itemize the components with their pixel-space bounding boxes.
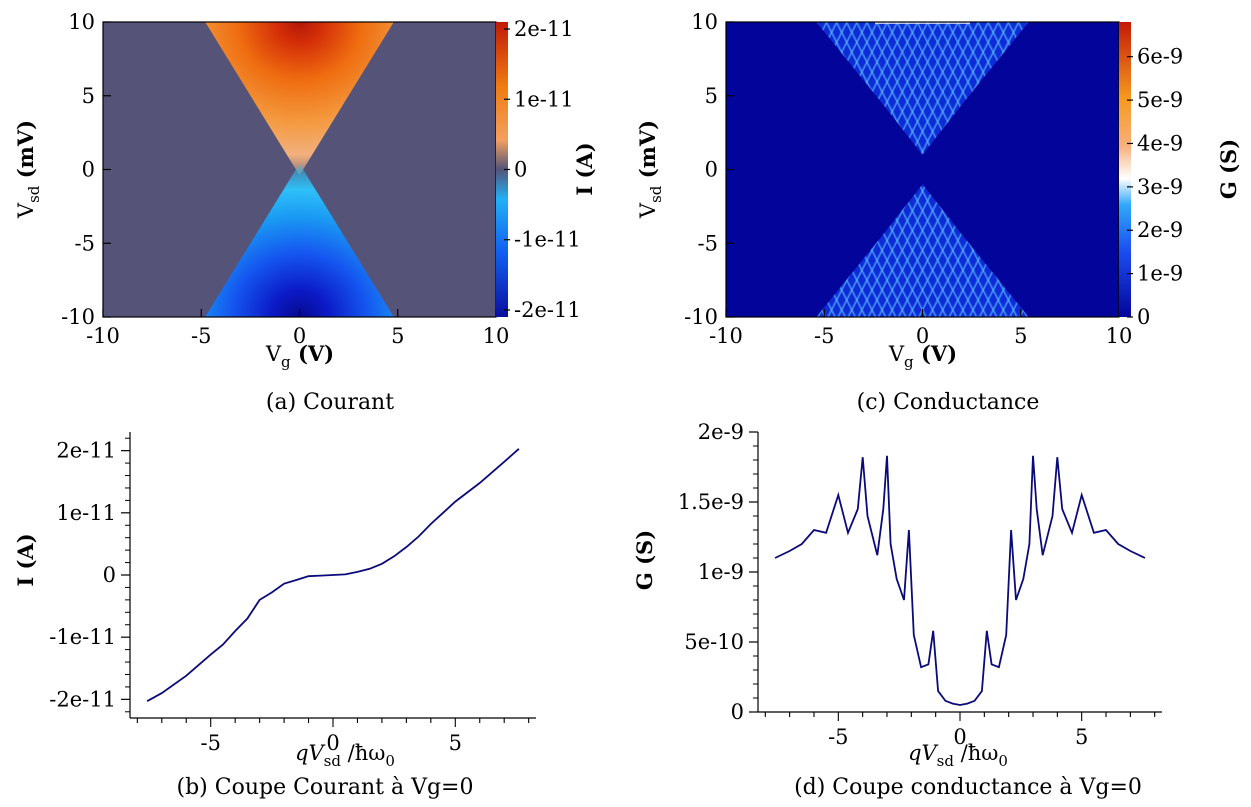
a-x-tick-label: -10 [86,324,120,348]
panel-a-colorbar [496,22,508,317]
panel-a-colorbar-ticks: -2e-11 -1e-11 0 1e-11 2e-11 [504,17,581,322]
a-colorbar-tick-label: -1e-11 [514,228,581,252]
panel-b-y-ticks: -2e-11 -1e-11 0 1e-11 2e-11 [49,437,130,713]
d-x-tick-label: -5 [828,725,848,749]
c-y-tick-label: -5 [698,231,718,255]
c-colorbar-tick-label: 3e-9 [1137,175,1183,199]
c-x-tick-label: 5 [1014,324,1027,348]
a-y-tick-label: -5 [75,231,95,255]
panel-b-xlabel: qVsd /ħω0 [295,741,395,770]
a-x-tick-label: 0 [293,324,306,348]
a-y-tick-label: 0 [82,158,95,182]
panel-b: -5 0 5 -2e-11 -1e-11 0 1e-11 2e-11 I (A) qVsd … [13,432,536,800]
b-y-tick-label: 1e-11 [56,501,116,525]
c-y-tick-label: -10 [684,305,718,329]
b-y-tick-label: -2e-11 [49,687,116,711]
b-y-tick-label: 2e-11 [56,439,116,463]
panel-a-y-ticks: -10 -5 0 5 10 [61,10,111,329]
d-y-tick-label: 1e-9 [698,560,744,584]
panel-b-x-ticks: -5 0 5 [136,718,530,755]
panel-c-xlabel: Vg (V) [888,341,957,371]
panel-a-caption: (a) Courant [266,390,394,415]
a-y-tick-label: 10 [68,10,95,34]
a-colorbar-tick-label: 0 [514,158,527,182]
c-colorbar-tick-label: 4e-9 [1137,131,1183,155]
d-x-tick-label: 0 [953,725,966,749]
panel-b-ylabel: I (A) [13,533,38,586]
b-y-tick-label: 0 [103,563,116,587]
panel-d-series-line [774,455,1146,706]
panel-d-xlabel: qVsd /ħω0 [908,741,1008,770]
panel-a-colorbar-label: I (A) [572,142,597,195]
b-y-tick-label: -1e-11 [49,625,116,649]
b-x-tick-label: 0 [326,731,339,755]
panel-a-ylabel: Vsd (mV) [13,120,43,219]
panel-c-caption: (c) Conductance [857,390,1040,415]
a-x-tick-label: -5 [191,324,211,348]
d-y-tick-label: 1.5e-9 [678,490,744,514]
panel-b-caption: (b) Coupe Courant à Vg=0 [177,775,474,800]
d-y-tick-label: 5e-10 [684,630,744,654]
panel-c-ylabel: Vsd (mV) [635,120,665,219]
a-colorbar-tick-label: 1e-11 [514,87,574,111]
a-colorbar-tick-label: 2e-11 [514,17,574,41]
c-y-tick-label: 0 [705,158,718,182]
d-x-tick-label: 5 [1075,725,1088,749]
c-colorbar-tick-label: 6e-9 [1137,45,1183,69]
c-x-tick-label: 10 [1106,324,1133,348]
b-x-tick-label: -5 [200,731,220,755]
panel-a-xlabel: Vg (V) [265,341,334,371]
panel-b-series-line [146,448,520,702]
a-x-tick-label: 5 [391,324,404,348]
c-x-tick-label: 0 [916,324,929,348]
panel-d-caption: (d) Coupe conductance à Vg=0 [794,775,1142,800]
panel-c-colorbar-label: G (S) [1216,139,1241,199]
panel-d-y-ticks: 0 5e-10 1e-9 1.5e-9 2e-9 [678,420,758,724]
panel-d-ylabel: G (S) [632,530,657,590]
panel-c: -10 -5 0 5 10 -10 -5 0 5 10 0 1e-9 2e-9 3e-9 4e-9 5e-… [635,10,1241,415]
a-colorbar-tick-label: -2e-11 [514,298,581,322]
a-y-tick-label: -10 [61,305,95,329]
c-colorbar-tick-label: 2e-9 [1137,218,1183,242]
c-x-tick-label: -5 [814,324,834,348]
d-y-tick-label: 2e-9 [698,420,744,444]
panel-a-heatmap [103,22,496,317]
c-x-tick-label: -10 [709,324,743,348]
panel-a: -10 -5 0 5 10 -10 -5 0 5 10 -2e-11 -1e-11 0 1e-11 2e… [13,10,597,415]
panel-a-x-ticks: -10 -5 0 5 10 [86,309,509,348]
panel-d: -5 0 5 0 5e-10 1e-9 1.5e-9 2e-9 G (S) qVsd /ħω… [632,420,1162,800]
c-colorbar-tick-label: 5e-9 [1137,88,1183,112]
panel-c-x-ticks: -10 -5 0 5 10 [709,309,1132,348]
panel-d-x-ticks: -5 0 5 [764,712,1156,749]
a-y-tick-label: 5 [82,84,95,108]
c-colorbar-tick-label: 1e-9 [1137,262,1183,286]
d-y-tick-label: 0 [731,700,744,724]
c-y-tick-label: 10 [691,10,718,34]
panel-c-colorbar-ticks: 0 1e-9 2e-9 3e-9 4e-9 5e-9 6e-9 [1127,45,1183,329]
a-x-tick-label: 10 [483,324,510,348]
c-y-tick-label: 5 [705,84,718,108]
panel-c-y-ticks: -10 -5 0 5 10 [684,10,734,329]
panel-c-colorbar [1119,22,1131,317]
c-colorbar-tick-label: 0 [1137,305,1150,329]
b-x-tick-label: 5 [449,731,462,755]
panel-c-heatmap [726,22,1119,317]
